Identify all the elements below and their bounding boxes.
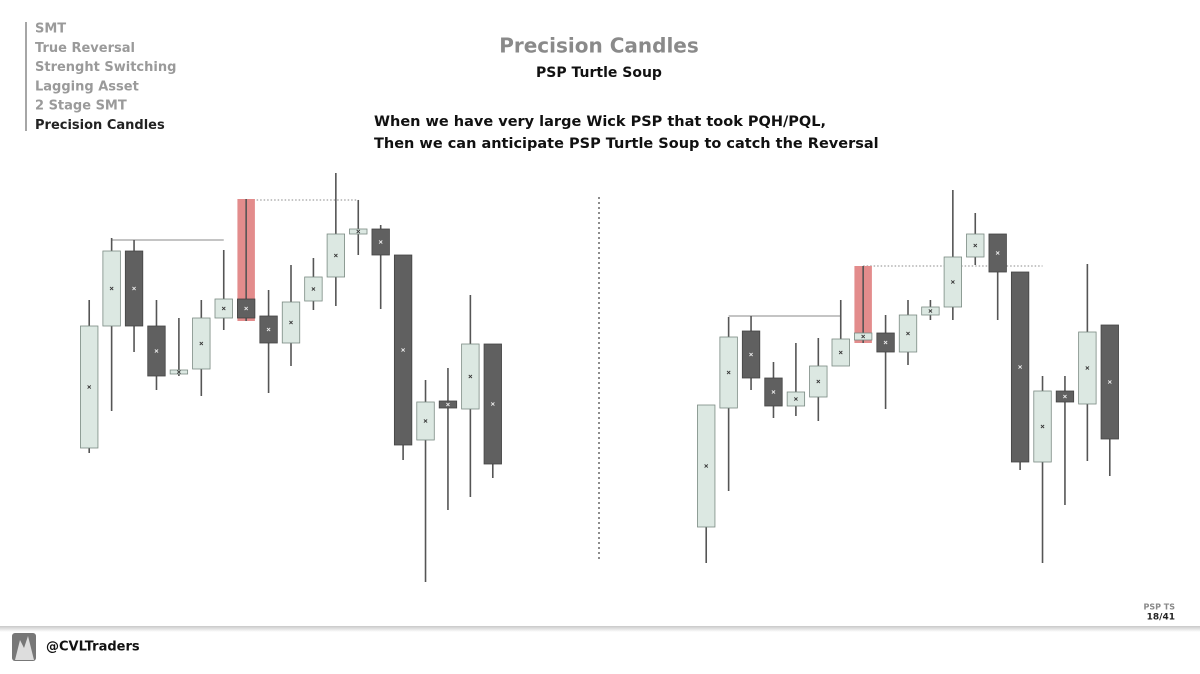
body-center xyxy=(446,402,450,407)
body-center xyxy=(1063,394,1067,399)
menu-item: Precision Candles xyxy=(35,118,165,133)
description-line: Then we can anticipate PSP Turtle Soup t… xyxy=(374,136,879,152)
body-center xyxy=(749,352,753,357)
body-center xyxy=(726,370,731,375)
body-center xyxy=(468,374,473,379)
charts xyxy=(80,173,1119,582)
body-center xyxy=(401,348,406,352)
body-center xyxy=(423,419,428,423)
body-center xyxy=(132,286,136,291)
body-center xyxy=(87,385,92,389)
footer-rule xyxy=(0,626,1200,632)
subtitle: PSP Turtle Soup xyxy=(536,65,662,81)
body-center xyxy=(1085,366,1090,370)
menu-item: SMT xyxy=(35,22,66,37)
candlestick-chart xyxy=(697,190,1119,563)
body-center xyxy=(906,331,910,336)
logo xyxy=(12,633,36,661)
body-center xyxy=(1107,380,1112,384)
body-center xyxy=(289,320,293,325)
body-center xyxy=(995,251,1000,255)
body-center xyxy=(973,243,978,248)
title: Precision Candles xyxy=(499,34,699,58)
menu: SMT True Reversal Strenght Switching Laggin… xyxy=(35,22,176,134)
body-center xyxy=(793,397,798,401)
body-center xyxy=(176,370,181,374)
body-center xyxy=(950,280,955,284)
menu-item: Lagging Asset xyxy=(35,79,139,94)
body-center xyxy=(816,379,821,384)
candlestick-chart xyxy=(80,173,502,582)
body-center xyxy=(356,229,361,234)
body-center xyxy=(266,327,271,332)
menu-item: True Reversal xyxy=(35,41,135,56)
body-center xyxy=(704,464,709,468)
body-center xyxy=(861,334,866,339)
body-center xyxy=(490,402,495,406)
body-center xyxy=(1040,424,1045,429)
body-center xyxy=(199,341,204,346)
page-number: 18/41 xyxy=(1147,613,1175,623)
body-center xyxy=(311,287,316,291)
body-center xyxy=(221,306,226,311)
body-center xyxy=(109,286,114,291)
body-center xyxy=(378,240,383,244)
body-center xyxy=(883,340,888,345)
menu-item: 2 Stage SMT xyxy=(35,99,127,114)
body-center xyxy=(928,309,933,313)
menu-item: Strenght Switching xyxy=(35,60,176,75)
body-center xyxy=(333,253,338,258)
body-center xyxy=(838,350,843,355)
section-label: PSP TS xyxy=(1144,603,1176,612)
body-center xyxy=(771,390,776,394)
body-center xyxy=(244,306,249,311)
description-line: When we have very large Wick PSP that to… xyxy=(374,114,826,130)
handle: @CVLTraders xyxy=(46,640,140,655)
body-center xyxy=(1018,365,1023,369)
body-center xyxy=(154,349,159,353)
